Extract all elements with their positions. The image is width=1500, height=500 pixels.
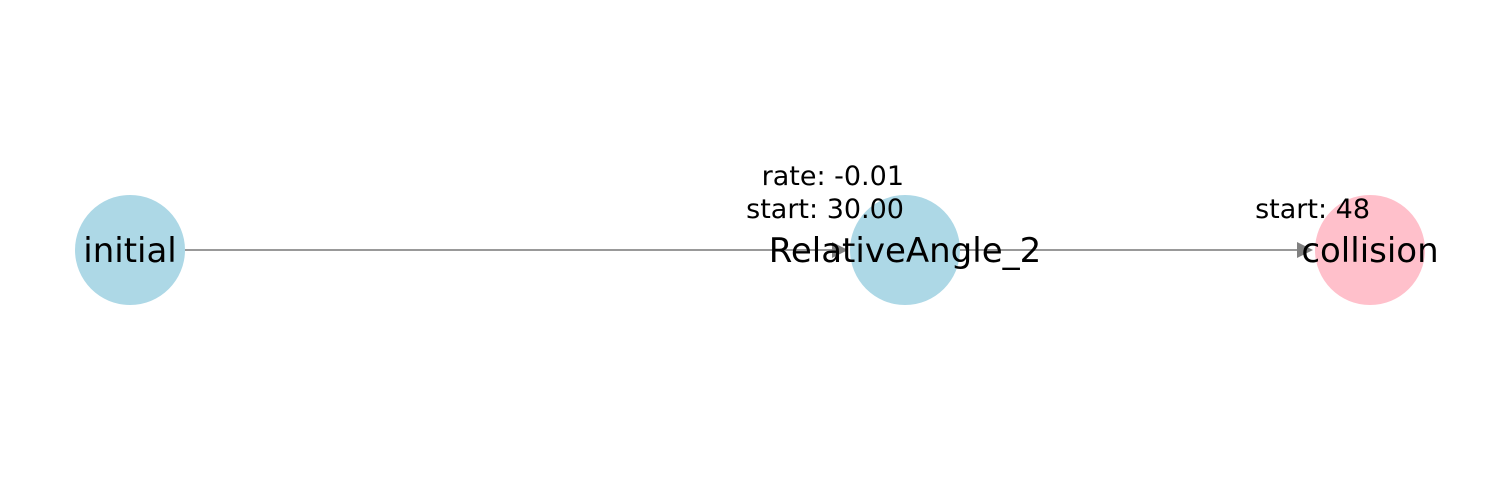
edge-label-start: start: 30.00 [746,194,904,225]
node-circle [850,195,960,305]
node-initial: initial [75,195,185,305]
node-label: collision [1301,231,1438,271]
arrowhead-icon [832,242,848,258]
node-circle [1315,195,1425,305]
node-collision: collision [1301,195,1439,305]
node-label: RelativeAngle_2 [769,231,1042,271]
edge-initial-to-relativeangle [185,242,848,258]
node-relativeangle-2: RelativeAngle_2 [769,195,1042,305]
edge-label-rate: rate: -0.01 [762,161,904,192]
edge-label-start: start: 48 [1255,194,1370,225]
node-circle [75,195,185,305]
arrowhead-icon [1297,242,1313,258]
node-label: initial [83,231,177,271]
edge-relativeangle-to-collision [960,242,1313,258]
